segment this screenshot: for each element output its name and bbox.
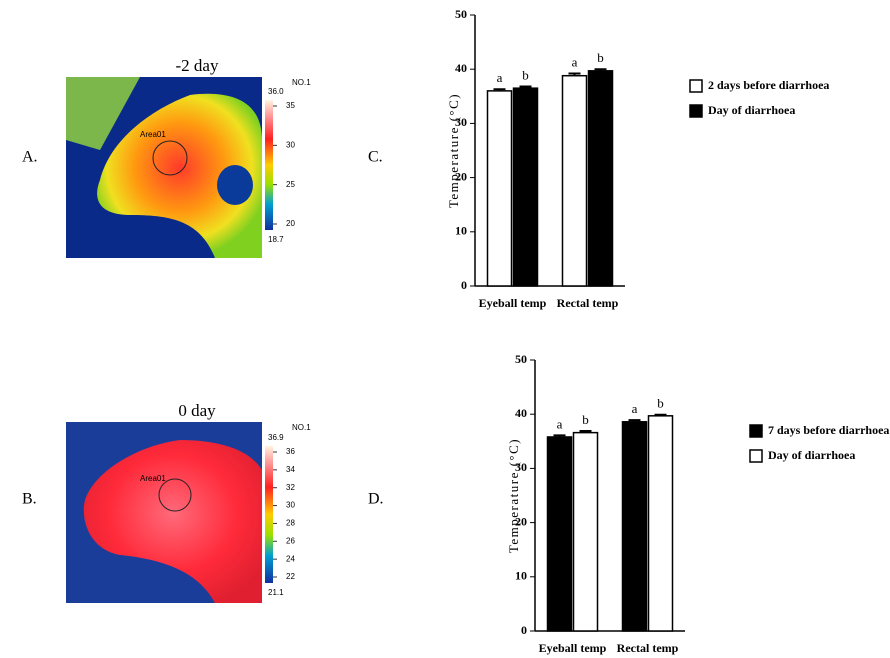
significance-letter: b <box>522 68 529 83</box>
y-axis-label: Temperature (°C) <box>506 438 521 553</box>
legend-label: Day of diarrhoea <box>768 448 855 462</box>
colorbar-tick-label: 24 <box>286 554 295 563</box>
legend-swatch <box>689 104 703 118</box>
image-caption: 0 day <box>178 401 216 420</box>
image-caption: -2 day <box>176 56 219 75</box>
error-bar <box>654 413 667 416</box>
legend-swatch <box>749 424 763 438</box>
error-bar <box>568 72 581 76</box>
colorbar-max: 36.0 <box>268 87 284 96</box>
bar <box>546 436 573 632</box>
legend-label: 7 days before diarrhoea <box>768 423 889 437</box>
y-tick-label: 50 <box>515 352 527 366</box>
colorbar-tick-label: 25 <box>286 180 295 189</box>
y-tick-label: 40 <box>515 406 527 420</box>
bar <box>572 431 599 632</box>
y-tick-label: 50 <box>455 7 467 21</box>
y-tick-label: 30 <box>515 460 527 474</box>
significance-letter: b <box>597 50 604 65</box>
spot-label: Area01 <box>140 130 166 139</box>
image-id: NO.1 <box>292 78 311 87</box>
y-tick-label: 20 <box>515 514 527 528</box>
colorbar-tick-label: 35 <box>286 101 295 110</box>
x-tick-label: Rectal temp <box>557 296 619 310</box>
spot-label: Area01 <box>140 474 166 483</box>
error-bar <box>519 85 532 89</box>
colorbar-tick-label: 34 <box>286 465 295 474</box>
bar <box>561 74 588 287</box>
colorbar-tick-label: 30 <box>286 140 295 149</box>
bar <box>512 87 539 287</box>
panel-label: A. <box>22 149 38 166</box>
thermal-image <box>66 422 273 603</box>
colorbar-min: 18.7 <box>268 235 284 244</box>
error-bar <box>493 88 506 91</box>
error-bar <box>553 434 566 437</box>
colorbar-tick-label: 30 <box>286 501 295 510</box>
y-tick-label: 40 <box>455 61 467 75</box>
colorbar-tick-label: 22 <box>286 572 295 581</box>
bar <box>486 90 513 287</box>
colorbar-tick-label: 32 <box>286 483 295 492</box>
significance-letter: a <box>632 401 638 416</box>
legend-label: 2 days before diarrhoea <box>708 78 829 92</box>
y-tick-label: 10 <box>515 569 527 583</box>
thermal-image <box>66 77 273 258</box>
y-tick-label: 0 <box>521 623 527 637</box>
legend-label: Day of diarrhoea <box>708 103 795 117</box>
image-id: NO.1 <box>292 423 311 432</box>
significance-letter: a <box>497 70 503 85</box>
y-tick-label: 0 <box>461 278 467 292</box>
y-tick-label: 10 <box>455 224 467 238</box>
bar <box>587 70 614 287</box>
bar <box>647 415 674 632</box>
colorbar-tick-label: 36 <box>286 447 295 456</box>
y-tick-label: 30 <box>455 115 467 129</box>
error-bar <box>594 68 607 71</box>
colorbar-tick-label: 26 <box>286 536 295 545</box>
y-tick-label: 20 <box>455 169 467 183</box>
legend-swatch <box>689 79 703 93</box>
significance-letter: a <box>557 416 563 431</box>
colorbar-tick-label: 28 <box>286 519 295 528</box>
panel-label: B. <box>22 491 37 508</box>
y-axis-label: Temperature (°C) <box>446 93 461 208</box>
panel-label: C. <box>368 149 383 166</box>
significance-letter: b <box>582 412 589 427</box>
colorbar-min: 21.1 <box>268 588 284 597</box>
panel-label: D. <box>368 491 384 508</box>
x-tick-label: Eyeball temp <box>539 641 607 655</box>
significance-letter: a <box>572 55 578 70</box>
significance-letter: b <box>657 396 664 411</box>
colorbar-max: 36.9 <box>268 433 284 442</box>
bar <box>621 421 648 632</box>
colorbar-tick-label: 20 <box>286 219 295 228</box>
legend-swatch <box>749 449 763 463</box>
x-tick-label: Rectal temp <box>617 641 679 655</box>
error-bar <box>579 430 592 433</box>
error-bar <box>628 419 641 422</box>
x-tick-label: Eyeball temp <box>479 296 547 310</box>
